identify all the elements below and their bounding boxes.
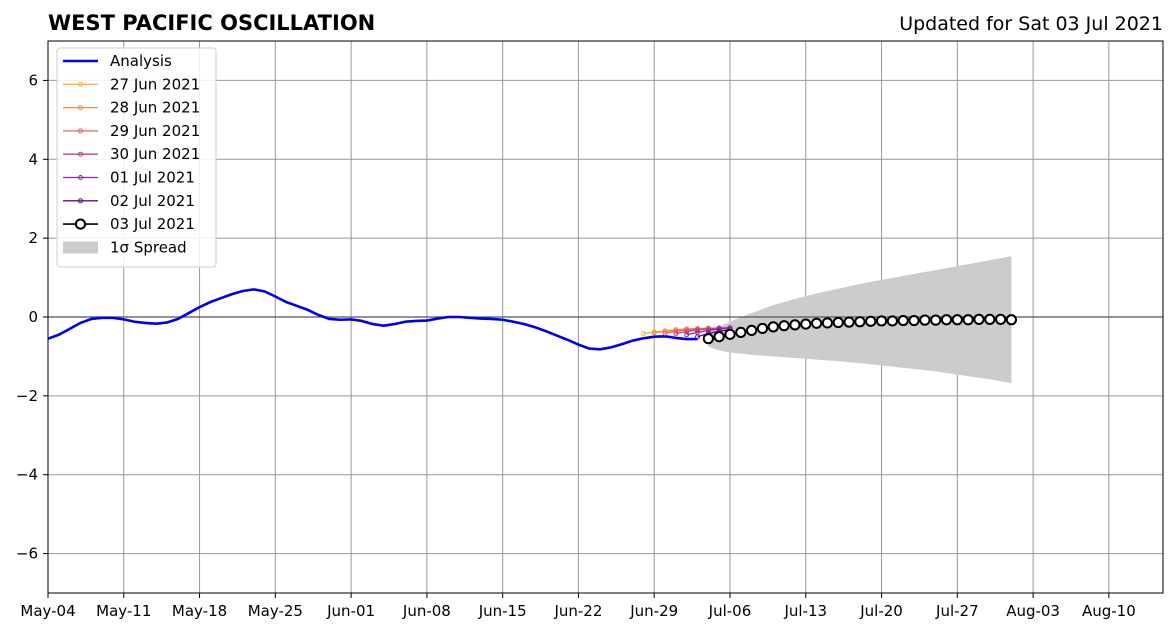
- forecast-point: [1005, 314, 1018, 326]
- legend-forecast-marker: [78, 128, 83, 134]
- y-tick-label: −2: [16, 387, 38, 405]
- y-tick-label: 4: [28, 150, 38, 168]
- forecast-point: [695, 334, 701, 340]
- chart-updated-subtitle: Updated for Sat 03 Jul 2021: [899, 13, 1163, 35]
- forecast-point: [684, 332, 690, 338]
- legend-forecast-label: 28 Jun 2021: [110, 99, 200, 117]
- forecast-point: [778, 320, 790, 332]
- forecast-point: [832, 316, 844, 329]
- forecast-line: [686, 327, 731, 336]
- forecast-point: [746, 324, 758, 337]
- series-layer: [47, 288, 1018, 351]
- forecast-point: [724, 328, 736, 340]
- forecast-point: [810, 317, 823, 329]
- x-tick-label: Aug-03: [1006, 602, 1060, 620]
- forecast-point: [951, 314, 963, 326]
- forecast-point: [843, 316, 855, 328]
- x-tick-label: May-11: [96, 602, 151, 620]
- forecast-point: [984, 313, 996, 325]
- forecast-point: [651, 330, 657, 336]
- forecast-point: [800, 318, 812, 330]
- x-tick-label: Jul-20: [859, 602, 903, 620]
- forecast-line: [697, 328, 731, 338]
- x-tick-label: May-25: [248, 602, 303, 620]
- forecast-point: [684, 329, 690, 335]
- x-tick-label: Jul-06: [708, 602, 752, 620]
- legend-spread-swatch: [63, 241, 98, 254]
- y-tick-label: −6: [16, 545, 38, 563]
- x-tick-label: May-04: [20, 602, 75, 620]
- legend-forecast-marker: [78, 151, 83, 157]
- legend-forecast-label: 02 Jul 2021: [110, 192, 195, 210]
- forecast-point: [865, 315, 877, 327]
- forecast-point: [962, 314, 974, 326]
- x-tick-label: Jun-29: [629, 602, 678, 620]
- forecast-point: [713, 331, 725, 343]
- legend-box: [56, 47, 217, 268]
- forecast-point: [756, 322, 769, 335]
- legend: Analysis 27 Jun 2021 28 Jun 2021 29 Jun 202…: [56, 47, 217, 268]
- x-tick-label: Aug-10: [1082, 602, 1136, 620]
- forecast-point: [930, 314, 942, 326]
- legend-forecast-label: 01 Jul 2021: [110, 169, 195, 187]
- chart-title: WEST PACIFIC OSCILLATION: [48, 11, 375, 35]
- legend-forecast-label: 29 Jun 2021: [110, 122, 200, 140]
- forecast-point: [875, 315, 888, 327]
- y-tick-label: 6: [28, 71, 38, 89]
- forecast-point: [886, 315, 898, 327]
- forecast-point: [662, 328, 668, 334]
- forecast-point: [702, 333, 714, 345]
- forecast-point: [767, 321, 779, 333]
- legend-forecast-marker: [78, 198, 83, 204]
- ticks: May-04 May-11 May-18 May-25 Jun-01 Jun-08 Jun-…: [16, 71, 1136, 620]
- legend-forecast-marker: [78, 81, 83, 87]
- x-tick-label: May-18: [172, 602, 227, 620]
- x-tick-label: Jun-08: [402, 602, 451, 620]
- y-tick-label: 2: [28, 229, 38, 247]
- y-tick-label: 0: [28, 308, 38, 326]
- forecast-point: [705, 327, 711, 333]
- forecast-point: [673, 331, 679, 337]
- forecast-point: [908, 314, 920, 327]
- x-tick-label: Jun-01: [326, 602, 375, 620]
- forecast-point: [789, 319, 801, 331]
- forecast-point: [662, 330, 668, 336]
- forecast-point: [973, 313, 985, 325]
- legend-analysis-label: Analysis: [110, 52, 172, 70]
- y-tick-label: −4: [16, 466, 38, 484]
- x-tick-label: Jun-22: [553, 602, 602, 620]
- legend-forecast-label: 27 Jun 2021: [110, 75, 200, 93]
- forecast-point: [940, 314, 953, 326]
- legend-forecast-marker: [78, 175, 83, 180]
- legend-spread-label: 1σ Spread: [110, 238, 187, 256]
- legend-forecast-marker: [74, 218, 87, 230]
- forecast-point: [995, 313, 1007, 325]
- legend-forecast-marker: [78, 105, 83, 111]
- legend-forecast-label: 30 Jun 2021: [110, 145, 200, 163]
- forecast-point: [919, 314, 931, 326]
- forecast-point: [735, 326, 747, 338]
- forecast-point: [821, 317, 834, 329]
- legend-forecast-label: 03 Jul 2021: [110, 215, 195, 233]
- forecast-point: [854, 316, 866, 328]
- analysis-line: [47, 288, 698, 351]
- x-tick-label: Jul-27: [935, 602, 979, 620]
- forecast-point: [897, 314, 909, 327]
- x-tick-label: Jun-15: [478, 602, 527, 620]
- x-tick-label: Jul-13: [783, 602, 827, 620]
- forecast-point: [640, 331, 646, 337]
